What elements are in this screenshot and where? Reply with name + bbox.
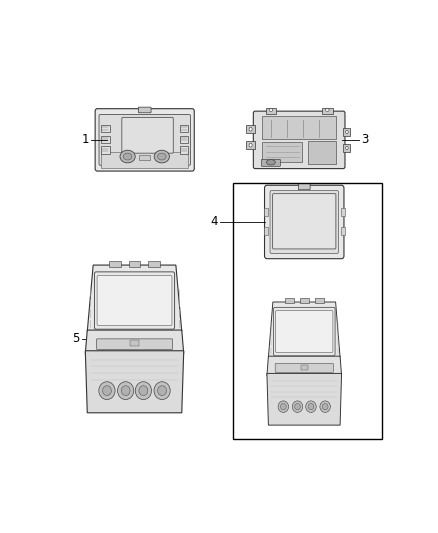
Text: 4: 4	[211, 215, 218, 229]
Ellipse shape	[139, 386, 148, 395]
Ellipse shape	[346, 130, 348, 133]
Bar	[314, 298, 324, 303]
Bar	[101, 152, 188, 168]
Ellipse shape	[124, 153, 132, 160]
FancyBboxPatch shape	[298, 183, 310, 190]
Ellipse shape	[102, 386, 111, 395]
FancyBboxPatch shape	[265, 185, 344, 259]
FancyBboxPatch shape	[273, 308, 335, 356]
FancyBboxPatch shape	[261, 159, 280, 166]
FancyBboxPatch shape	[270, 190, 339, 253]
Ellipse shape	[292, 401, 303, 413]
Bar	[180, 147, 188, 154]
Text: 3: 3	[362, 133, 369, 147]
Bar	[341, 208, 345, 216]
Bar	[101, 135, 110, 143]
Bar	[341, 227, 345, 235]
Bar	[246, 141, 255, 149]
Ellipse shape	[99, 382, 115, 400]
FancyBboxPatch shape	[95, 272, 175, 329]
Bar	[300, 365, 308, 370]
Ellipse shape	[320, 401, 330, 413]
Ellipse shape	[249, 127, 252, 131]
Bar	[262, 142, 302, 162]
Bar	[148, 261, 160, 266]
Ellipse shape	[158, 386, 166, 395]
Ellipse shape	[249, 143, 252, 147]
Bar	[180, 135, 188, 143]
Ellipse shape	[135, 382, 152, 400]
Bar	[264, 227, 268, 235]
FancyBboxPatch shape	[97, 276, 172, 325]
Ellipse shape	[346, 146, 348, 149]
FancyBboxPatch shape	[275, 364, 333, 373]
Bar	[343, 128, 350, 135]
FancyBboxPatch shape	[99, 115, 191, 165]
Ellipse shape	[269, 109, 273, 111]
Ellipse shape	[154, 150, 170, 163]
Ellipse shape	[325, 109, 329, 111]
Bar	[264, 208, 268, 216]
Ellipse shape	[121, 386, 130, 395]
Bar	[101, 125, 110, 132]
Bar	[308, 141, 336, 164]
Bar	[343, 144, 350, 151]
Bar	[130, 341, 139, 346]
FancyBboxPatch shape	[138, 107, 151, 113]
Bar	[285, 298, 294, 303]
Ellipse shape	[306, 401, 316, 413]
Bar	[246, 125, 255, 133]
FancyBboxPatch shape	[276, 311, 333, 352]
Polygon shape	[87, 265, 182, 332]
FancyBboxPatch shape	[122, 117, 173, 153]
Text: 5: 5	[72, 333, 79, 345]
Ellipse shape	[295, 403, 300, 410]
Text: 1: 1	[81, 133, 89, 147]
Bar	[101, 147, 110, 154]
FancyBboxPatch shape	[253, 111, 345, 168]
Ellipse shape	[280, 403, 286, 410]
FancyBboxPatch shape	[96, 339, 173, 349]
Ellipse shape	[266, 159, 276, 165]
Bar	[180, 125, 188, 132]
Bar	[265, 108, 276, 114]
Polygon shape	[85, 330, 184, 354]
Bar	[262, 116, 336, 139]
Polygon shape	[85, 351, 184, 413]
Bar	[300, 298, 309, 303]
Ellipse shape	[322, 403, 328, 410]
Bar	[139, 156, 150, 160]
Ellipse shape	[278, 401, 289, 413]
Bar	[129, 261, 141, 266]
Ellipse shape	[308, 403, 314, 410]
Polygon shape	[268, 302, 340, 358]
Polygon shape	[267, 356, 342, 376]
FancyBboxPatch shape	[272, 193, 336, 249]
Ellipse shape	[158, 153, 166, 160]
Ellipse shape	[117, 382, 134, 400]
Bar	[109, 261, 121, 266]
Bar	[233, 183, 382, 440]
Ellipse shape	[154, 382, 170, 400]
Polygon shape	[267, 374, 342, 425]
Bar	[322, 108, 333, 114]
FancyBboxPatch shape	[95, 109, 194, 171]
Ellipse shape	[120, 150, 135, 163]
